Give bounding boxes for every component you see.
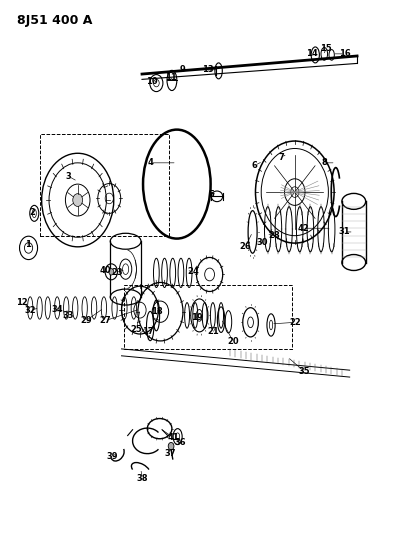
Text: 30: 30 [256,238,268,247]
Text: 26: 26 [240,242,252,251]
Text: 31: 31 [338,228,350,237]
Text: 4: 4 [147,158,153,167]
Text: 9: 9 [180,66,186,74]
Text: 33: 33 [62,311,74,320]
Text: 8: 8 [321,158,327,167]
Text: 16: 16 [339,50,351,58]
Text: 15: 15 [321,44,332,53]
Text: 28: 28 [268,231,280,240]
Text: 37: 37 [165,449,176,458]
Text: 5: 5 [209,190,215,199]
Text: 32: 32 [24,305,36,314]
Text: 13: 13 [202,66,213,74]
Text: 27: 27 [99,316,111,325]
Text: 35: 35 [299,367,310,376]
Text: 17: 17 [142,327,154,336]
Text: 34: 34 [51,304,63,313]
Text: 38: 38 [136,474,148,482]
Circle shape [73,193,83,206]
Text: 11: 11 [165,73,177,82]
Bar [39,134,169,236]
Text: 42: 42 [298,224,309,233]
Text: 14: 14 [306,50,318,58]
Text: 10: 10 [146,77,158,86]
Text: 6: 6 [252,161,258,170]
Text: 25: 25 [131,325,143,334]
Text: 1: 1 [25,240,31,249]
Text: 41: 41 [168,433,180,442]
Text: 29: 29 [80,316,92,325]
Text: 2: 2 [30,208,36,217]
Text: 7: 7 [278,153,284,162]
Circle shape [109,269,114,275]
Text: 8J51 400 A: 8J51 400 A [17,14,92,27]
Text: 22: 22 [290,318,302,327]
Text: 23: 23 [112,269,123,277]
Text: 3: 3 [65,172,71,181]
Text: 39: 39 [106,453,118,462]
Text: 19: 19 [191,312,202,321]
Text: 36: 36 [174,439,186,448]
Bar [124,285,291,349]
Text: 20: 20 [228,337,239,346]
Text: 21: 21 [208,327,219,336]
Text: 18: 18 [151,307,163,316]
Text: 12: 12 [16,298,28,307]
Text: 40: 40 [99,266,111,275]
Circle shape [168,442,174,450]
Text: 24: 24 [187,268,199,276]
